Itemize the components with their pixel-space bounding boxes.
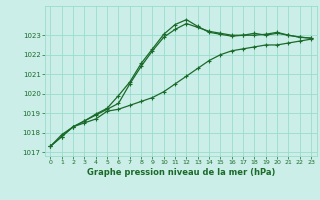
X-axis label: Graphe pression niveau de la mer (hPa): Graphe pression niveau de la mer (hPa) [87, 168, 275, 177]
